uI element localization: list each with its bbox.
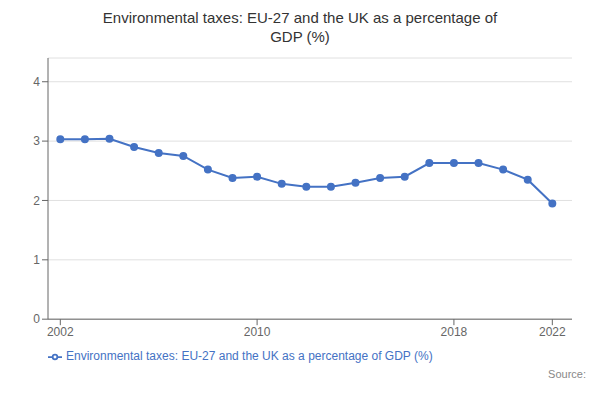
html-text:Environmental taxes: EU-27 and: Environmental taxes: EU-27 and the UK as… <box>66 349 433 364</box>
html-text:Source:: Source: <box>548 368 586 380</box>
svg-text:0: 0 <box>33 312 40 326</box>
html-text:GDP (%): GDP (%) <box>270 28 330 45</box>
svg-text:3: 3 <box>33 134 40 148</box>
svg-text:1: 1 <box>33 253 40 267</box>
svg-text:2002: 2002 <box>47 325 74 339</box>
svg-text:2018: 2018 <box>441 325 468 339</box>
svg-text:2022: 2022 <box>539 325 566 339</box>
svg-text:4: 4 <box>33 75 40 89</box>
svg-text:2: 2 <box>33 194 40 208</box>
svg-text:2010: 2010 <box>244 325 271 339</box>
html-text:Environmental taxes: EU-27 and: Environmental taxes: EU-27 and the UK as… <box>102 9 498 26</box>
